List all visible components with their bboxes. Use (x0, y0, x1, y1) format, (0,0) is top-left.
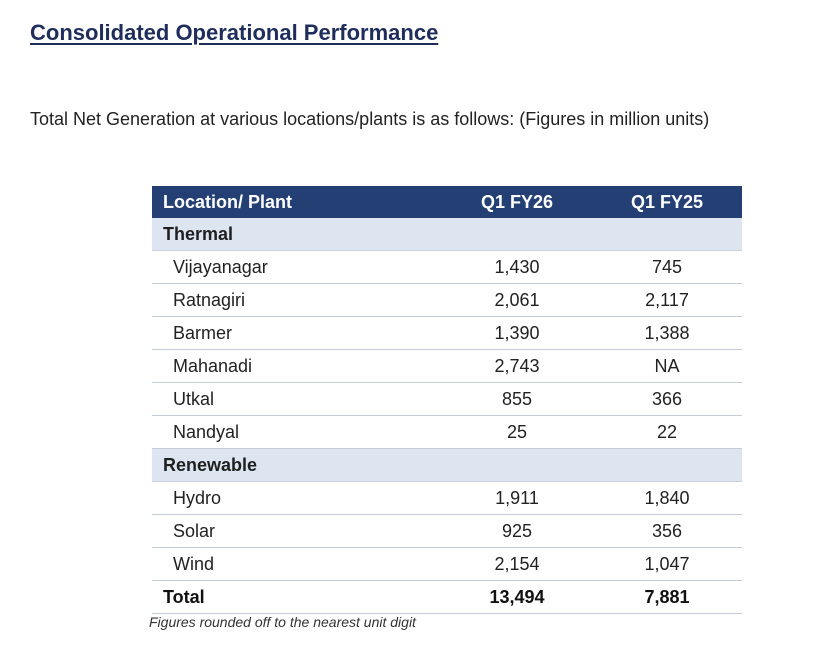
column-header-location: Location/ Plant (163, 191, 293, 212)
plant-name: Mahanadi (152, 349, 442, 383)
value-q1-fy26: 2,061 (442, 283, 592, 317)
value-q1-fy26: 2,154 (442, 547, 592, 581)
table-row: Ratnagiri 2,061 2,117 (152, 283, 742, 317)
value-q1-fy26: 1,911 (442, 481, 592, 515)
plant-name: Ratnagiri (152, 283, 442, 317)
value-q1-fy25: 1,388 (592, 316, 742, 350)
value-q1-fy25: 366 (592, 382, 742, 416)
value-q1-fy26: 1,430 (442, 250, 592, 284)
table-row: Hydro 1,911 1,840 (152, 481, 742, 515)
value-q1-fy26: 25 (442, 415, 592, 449)
plant-name: Hydro (152, 481, 442, 515)
total-q1-fy26: 13,494 (442, 580, 592, 614)
section-label-renewable: Renewable (152, 448, 742, 482)
plant-name: Barmer (152, 316, 442, 350)
table-row: Utkal 855 366 (152, 382, 742, 416)
value-q1-fy25: 22 (592, 415, 742, 449)
value-q1-fy25: NA (592, 349, 742, 383)
column-header-q1-fy26: Q1 FY26 (480, 191, 554, 212)
table-body: Thermal Vijayanagar 1,430 745 Ratnagiri … (152, 218, 742, 614)
value-q1-fy25: 2,117 (592, 283, 742, 317)
table-row: Barmer 1,390 1,388 (152, 316, 742, 350)
table-row: Solar 925 356 (152, 514, 742, 548)
section-label-thermal: Thermal (152, 218, 742, 251)
plant-name: Utkal (152, 382, 442, 416)
section-row-renewable: Renewable (152, 448, 742, 482)
table-row: Nandyal 25 22 (152, 415, 742, 449)
table-row: Wind 2,154 1,047 (152, 547, 742, 581)
value-q1-fy25: 356 (592, 514, 742, 548)
plant-name: Solar (152, 514, 442, 548)
total-label: Total (152, 580, 442, 614)
footnote: Figures rounded off to the nearest unit … (149, 614, 416, 630)
generation-table: Location/ Plant Q1 FY26 Q1 FY25 Thermal … (152, 186, 742, 614)
value-q1-fy25: 1,047 (592, 547, 742, 581)
total-q1-fy25: 7,881 (592, 580, 742, 614)
generation-table-container: Location/ Plant Q1 FY26 Q1 FY25 Thermal … (152, 186, 742, 614)
plant-name: Vijayanagar (152, 250, 442, 284)
plant-name: Wind (152, 547, 442, 581)
value-q1-fy25: 745 (592, 250, 742, 284)
value-q1-fy25: 1,840 (592, 481, 742, 515)
table-row: Vijayanagar 1,430 745 (152, 250, 742, 284)
value-q1-fy26: 855 (442, 382, 592, 416)
table-row: Mahanadi 2,743 NA (152, 349, 742, 383)
page-title: Consolidated Operational Performance (30, 20, 439, 45)
table-header: Location/ Plant Q1 FY26 Q1 FY25 (152, 186, 742, 218)
total-row: Total 13,494 7,881 (152, 580, 742, 614)
column-header-q1-fy25: Q1 FY25 (630, 191, 704, 212)
plant-name: Nandyal (152, 415, 442, 449)
value-q1-fy26: 2,743 (442, 349, 592, 383)
intro-text: Total Net Generation at various location… (30, 109, 710, 129)
value-q1-fy26: 1,390 (442, 316, 592, 350)
section-row-thermal: Thermal (152, 218, 742, 251)
header-row: Location/ Plant Q1 FY26 Q1 FY25 (152, 186, 742, 218)
value-q1-fy26: 925 (442, 514, 592, 548)
